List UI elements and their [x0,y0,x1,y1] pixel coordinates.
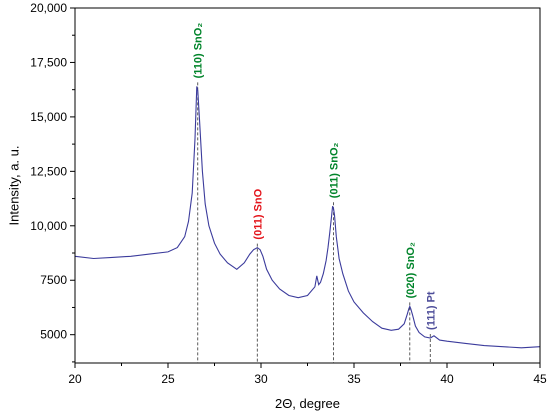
x-axis-label: 2Θ, degree [275,396,340,411]
annotation-labels: (110) SnO₂ (011) SnO (011) SnO₂ (020) SnO₂ (… [193,23,438,330]
x-axis: 20 25 30 35 40 45 [68,363,547,386]
x-tick-label: 35 [347,372,361,386]
peak-annotation-label: (020) SnO₂ [405,242,417,298]
y-tick-label: 17,500 [30,55,67,69]
y-tick-label: 10,000 [30,219,67,233]
peak-annotation-label: (011) SnO [252,188,264,239]
y-tick-label: 7500 [40,273,67,287]
x-tick-label: 40 [440,372,454,386]
y-axis-label: Intensity, a. u. [6,146,21,226]
x-tick-label: 20 [68,372,82,386]
y-tick-label: 5000 [40,328,67,342]
y-tick-label: 15,000 [30,110,67,124]
annotation-guide-lines [197,82,431,363]
intensity-line [74,86,541,349]
y-tick-label: 20,000 [30,1,67,15]
x-tick-label: 30 [254,372,268,386]
x-tick-label: 45 [533,372,547,386]
plot-frame [74,7,541,364]
peak-annotation-label: (011) SnO₂ [329,142,341,198]
x-tick-label: 25 [161,372,175,386]
y-axis: 5000 7500 10,000 12,500 15,000 17,500 20,000 [30,1,75,363]
y-tick-label: 12,500 [30,164,67,178]
peak-annotation-label: (110) SnO₂ [193,23,205,79]
peak-annotation-label: (111) Pt [425,291,437,330]
